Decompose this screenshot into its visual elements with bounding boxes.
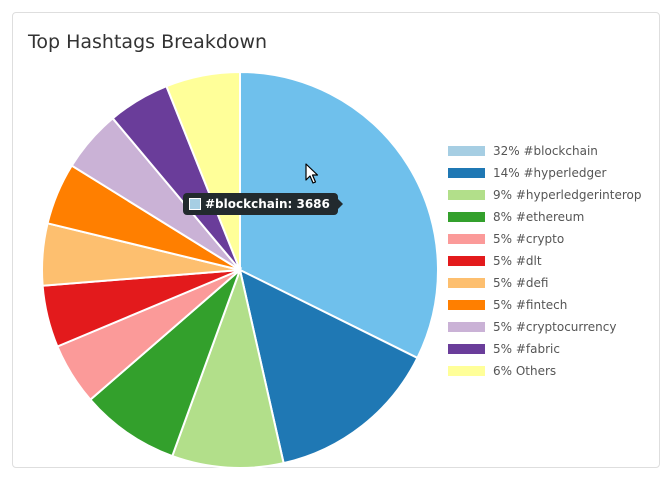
legend-item[interactable]: 8% #ethereum xyxy=(448,206,641,228)
legend-swatch xyxy=(448,278,485,288)
pie-slice-hyperledger[interactable] xyxy=(238,268,419,465)
legend-item[interactable]: 6% Others xyxy=(448,360,641,382)
tooltip-text: #blockchain: 3686 xyxy=(205,197,330,211)
legend-label: 5% #fintech xyxy=(493,298,568,312)
legend-label: 5% #defi xyxy=(493,276,549,290)
legend-item[interactable]: 5% #cryptocurrency xyxy=(448,316,641,338)
legend-label: 32% #blockchain xyxy=(493,144,598,158)
legend-item[interactable]: 5% #fintech xyxy=(448,294,641,316)
pie-chart[interactable] xyxy=(28,58,452,470)
pie-slice-blockchain[interactable] xyxy=(239,70,439,360)
pie-slice-hyperledgerinterop[interactable] xyxy=(170,266,285,469)
chart-tooltip: #blockchain: 3686 xyxy=(183,193,343,215)
legend-swatch xyxy=(448,256,485,266)
legend-swatch xyxy=(448,300,485,310)
legend-swatch xyxy=(448,168,485,178)
legend-swatch xyxy=(448,234,485,244)
legend-item[interactable]: 5% #fabric xyxy=(448,338,641,360)
legend-swatch xyxy=(448,212,485,222)
legend-label: 5% #fabric xyxy=(493,342,560,356)
legend-label: 14% #hyperledger xyxy=(493,166,607,180)
legend-item[interactable]: 5% #defi xyxy=(448,272,641,294)
mouse-pointer-icon xyxy=(305,163,319,184)
legend-swatch xyxy=(448,322,485,332)
panel-title: Top Hashtags Breakdown xyxy=(28,31,268,53)
legend-label: 5% #crypto xyxy=(493,232,565,246)
pie-slice-ethereum[interactable] xyxy=(88,266,243,458)
legend-label: 6% Others xyxy=(493,364,557,378)
legend-swatch xyxy=(448,344,485,354)
legend-item[interactable]: 9% #hyperledgerinterop xyxy=(448,184,641,206)
legend-item[interactable]: 32% #blockchain xyxy=(448,140,641,162)
legend-swatch xyxy=(448,366,485,376)
legend-label: 5% #cryptocurrency xyxy=(493,320,617,334)
tooltip-arrow xyxy=(337,199,343,209)
legend-item[interactable]: 14% #hyperledger xyxy=(448,162,641,184)
legend-swatch xyxy=(448,146,485,156)
pie-slice-others[interactable] xyxy=(165,70,241,271)
legend-item[interactable]: 5% #crypto xyxy=(448,228,641,250)
legend-item[interactable]: 5% #dlt xyxy=(448,250,641,272)
legend-label: 8% #ethereum xyxy=(493,210,585,224)
legend-label: 5% #dlt xyxy=(493,254,542,268)
tooltip-swatch xyxy=(189,198,201,210)
legend-label: 9% #hyperledgerinterop xyxy=(493,188,642,202)
legend-swatch xyxy=(448,190,485,200)
chart-legend: 32% #blockchain 14% #hyperledger 9% #hyper… xyxy=(448,140,641,382)
